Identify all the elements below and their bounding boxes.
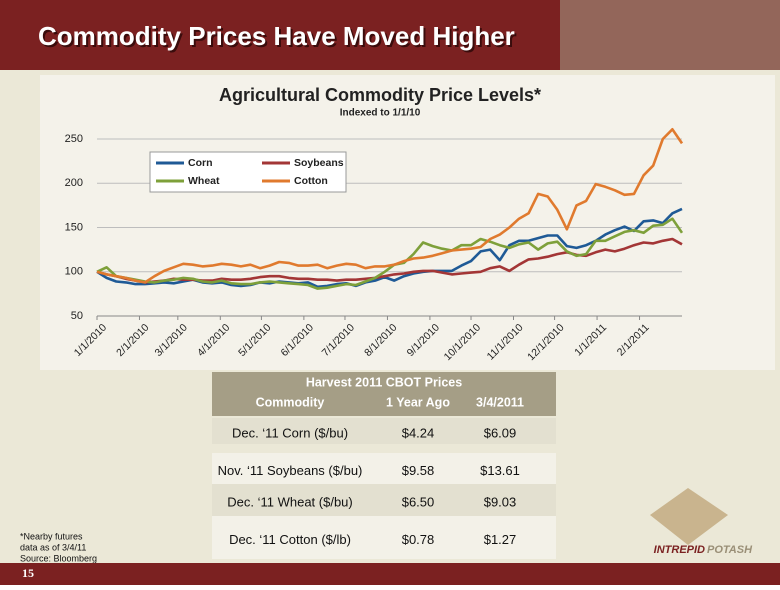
- column-header: 1 Year Ago: [386, 395, 450, 409]
- table-cell: $4.24: [402, 425, 435, 440]
- slide-title-shadow: Commodity Prices Have Moved Higher: [40, 23, 517, 53]
- logo-text: INTREPID: [654, 544, 705, 556]
- legend-label: Corn: [188, 157, 213, 169]
- line-series: [96, 128, 684, 284]
- chart-title: Agricultural Commodity Price Levels*: [219, 85, 541, 105]
- table-cell: $9.03: [484, 494, 517, 509]
- y-tick-label: 250: [65, 133, 83, 145]
- logo-mark: [650, 488, 728, 545]
- table-header: [212, 372, 556, 416]
- table-row: [212, 484, 556, 516]
- table-cell: Nov. ‘11 Soybeans ($/bu): [218, 463, 363, 478]
- table-cell: $6.09: [484, 425, 517, 440]
- table-row: [212, 418, 556, 444]
- table-cell: $9.58: [402, 463, 435, 478]
- chart-subtitle: Indexed to 1/1/10: [340, 108, 421, 119]
- legend-label: Wheat: [188, 175, 220, 187]
- legend-label: Soybeans: [294, 157, 344, 169]
- table-row: [212, 453, 556, 484]
- table-cell: Dec. ‘11 Corn ($/bu): [232, 425, 348, 440]
- legend-label: Cotton: [294, 175, 328, 187]
- y-tick-label: 50: [71, 310, 83, 322]
- table-cell: $0.78: [402, 532, 435, 547]
- y-tick-label: 100: [65, 266, 83, 278]
- footnote: Source: Bloomberg: [20, 553, 97, 563]
- column-header: Commodity: [256, 395, 325, 409]
- y-tick-label: 150: [65, 221, 83, 233]
- table-cell: Dec. ‘11 Cotton ($/lb): [229, 532, 351, 547]
- footnote: data as of 3/4/11: [20, 542, 86, 552]
- column-header: 3/4/2011: [476, 395, 524, 409]
- footnote: *Nearby futures: [20, 531, 83, 541]
- table-cell: $6.50: [402, 494, 435, 509]
- table-cell: $1.27: [484, 532, 517, 547]
- logo-text: POTASH: [707, 544, 753, 556]
- table-title: Harvest 2011 CBOT Prices: [306, 375, 462, 389]
- legend-box: [149, 151, 347, 193]
- table-row: [212, 516, 556, 559]
- footer-bar: [0, 563, 780, 585]
- line-series: [96, 217, 684, 290]
- y-tick-label: 200: [65, 177, 83, 189]
- table-cell: Dec. ‘11 Wheat ($/bu): [227, 494, 352, 509]
- photo-collage: [560, 0, 780, 70]
- table-cell: $13.61: [480, 463, 520, 478]
- chart-panel: [40, 75, 775, 370]
- slide-title: Commodity Prices Have Moved Higher: [38, 21, 515, 51]
- table: Harvest 2011 CBOT Prices Commodity 1 Year …: [212, 375, 556, 559]
- page-number: 15: [22, 566, 34, 580]
